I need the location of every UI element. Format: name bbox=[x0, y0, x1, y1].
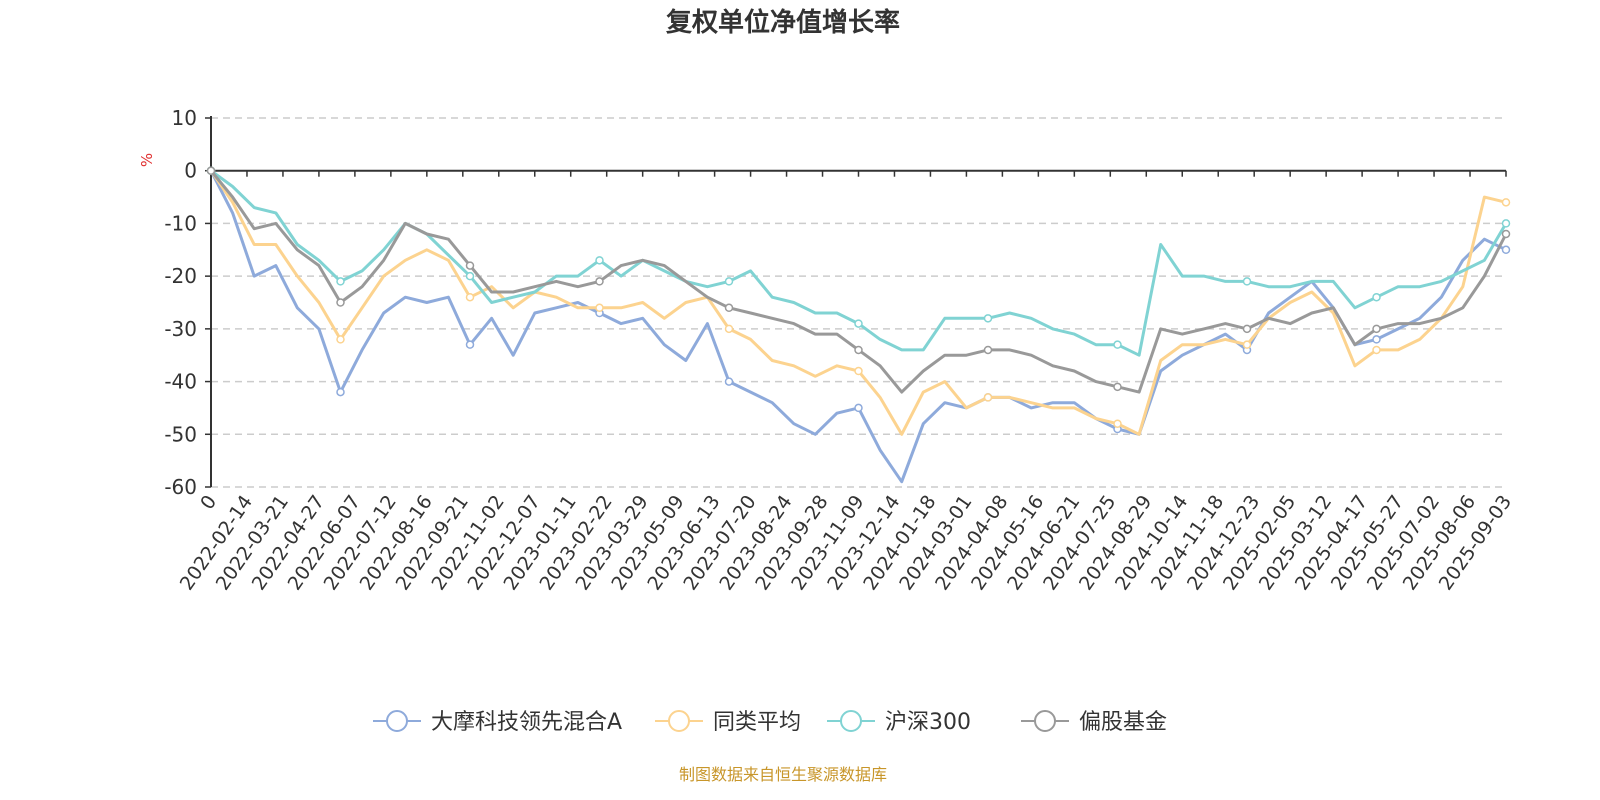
x-tick-label: 0 bbox=[196, 491, 221, 514]
legend-label: 偏股基金 bbox=[1079, 710, 1167, 735]
legend-item[interactable]: 同类平均 bbox=[655, 710, 801, 735]
data-point bbox=[1501, 245, 1511, 255]
legend-label: 大摩科技领先混合A bbox=[431, 710, 622, 735]
data-point bbox=[983, 393, 993, 402]
data-point bbox=[595, 277, 604, 286]
y-tick-label: -20 bbox=[164, 264, 197, 288]
data-point bbox=[206, 166, 216, 175]
data-point bbox=[1242, 340, 1252, 349]
data-point bbox=[465, 271, 475, 281]
y-axis-unit-label: % bbox=[138, 153, 156, 167]
data-point bbox=[1113, 382, 1122, 392]
y-tick-label: 10 bbox=[172, 106, 197, 130]
tick-labels: 100-10-20-30-40-50-6002022-02-142022-03-… bbox=[164, 106, 1516, 594]
legend-circle-icon bbox=[1034, 710, 1056, 732]
legend-item[interactable]: 大摩科技领先混合A bbox=[373, 710, 622, 735]
data-point bbox=[336, 387, 345, 397]
data-point bbox=[724, 377, 734, 386]
data-point bbox=[595, 256, 604, 265]
data-point bbox=[595, 303, 604, 313]
data-point bbox=[854, 319, 863, 328]
series-lines bbox=[206, 166, 1511, 484]
data-point bbox=[336, 335, 345, 344]
data-point bbox=[983, 345, 993, 355]
data-point bbox=[983, 314, 993, 323]
legend-circle-icon bbox=[668, 710, 690, 732]
data-point bbox=[1113, 340, 1122, 349]
data-point bbox=[1242, 324, 1252, 334]
y-tick-label: -40 bbox=[164, 370, 197, 394]
data-point bbox=[465, 340, 475, 349]
y-tick-label: 0 bbox=[184, 159, 197, 183]
data-point bbox=[1242, 277, 1252, 286]
data-point bbox=[724, 303, 734, 313]
data-source-note: 制图数据来自恒生聚源数据库 bbox=[679, 765, 887, 784]
data-point bbox=[1501, 198, 1511, 207]
data-point bbox=[724, 324, 734, 334]
legend-item[interactable]: 沪深300 bbox=[827, 710, 971, 735]
data-point bbox=[1501, 229, 1511, 239]
legend-label: 同类平均 bbox=[713, 710, 801, 735]
data-point bbox=[854, 366, 863, 376]
legend-circle-icon bbox=[840, 710, 862, 732]
data-point bbox=[465, 261, 475, 270]
data-point bbox=[1113, 419, 1122, 428]
data-point bbox=[1372, 292, 1381, 302]
y-tick-label: -10 bbox=[164, 211, 197, 235]
y-tick-label: -30 bbox=[164, 317, 197, 341]
chart-title: 复权单位净值增长率 bbox=[666, 7, 900, 38]
data-point bbox=[1501, 219, 1511, 228]
legend-item[interactable]: 偏股基金 bbox=[1021, 710, 1167, 735]
data-point bbox=[465, 292, 475, 302]
legend[interactable]: 大摩科技领先混合A 同类平均 沪深300 偏股基金 bbox=[373, 710, 1167, 735]
legend-label: 沪深300 bbox=[885, 710, 971, 735]
data-point bbox=[854, 403, 863, 413]
axes bbox=[205, 116, 1507, 488]
y-tick-label: -60 bbox=[164, 475, 197, 499]
data-point bbox=[1372, 335, 1381, 344]
series-line bbox=[209, 169, 1507, 436]
data-point bbox=[1372, 345, 1381, 355]
series-4 bbox=[206, 166, 1511, 394]
data-point bbox=[724, 277, 734, 286]
data-point bbox=[336, 298, 345, 307]
legend-circle-icon bbox=[386, 710, 408, 732]
data-point bbox=[336, 277, 345, 286]
data-point bbox=[854, 345, 863, 355]
data-point bbox=[1372, 324, 1381, 334]
y-tick-label: -50 bbox=[164, 422, 197, 446]
